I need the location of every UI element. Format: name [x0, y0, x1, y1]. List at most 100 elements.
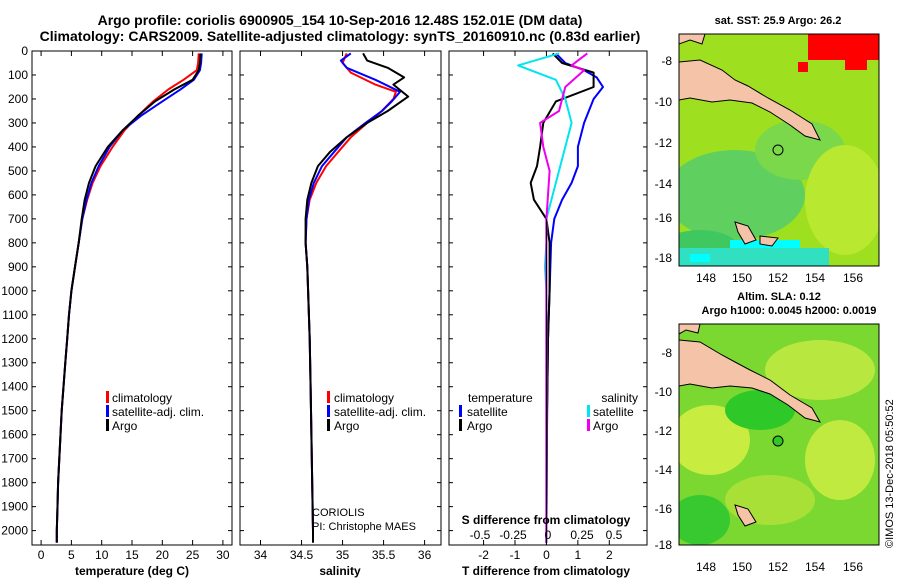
series-argo	[304, 52, 410, 543]
depth-tick-label: 1000	[1, 284, 28, 298]
difference-x-axis: -2 -1 0 1 2	[478, 51, 613, 562]
legend-swatch-climatology	[106, 391, 109, 403]
x-tick-label: -1	[510, 548, 521, 562]
legend-swatch-argo	[327, 419, 330, 431]
lat-tick: -8	[661, 346, 672, 360]
series-climatology	[304, 53, 397, 543]
lat-tick: -16	[655, 211, 673, 225]
legend-swatch-argo	[106, 419, 109, 431]
series-satellite-adj-clim-	[304, 52, 401, 543]
depth-tick-label: 1400	[1, 380, 28, 394]
lat-tick: -12	[655, 136, 673, 150]
legend-swatch-satellite-t	[459, 405, 462, 417]
lat-tick: -10	[655, 95, 673, 109]
legend-swatch-satellite	[327, 405, 330, 417]
lat-tick: -16	[655, 502, 673, 516]
lon-tick: 156	[843, 271, 863, 285]
difference-secondary-ticks: -0.5 -0.25 0 0.25 0.5	[470, 528, 623, 542]
lat-tick: -14	[655, 463, 673, 477]
depth-tick-label: 300	[8, 116, 28, 130]
series-argo	[55, 53, 202, 543]
lat-tick: -12	[655, 424, 673, 438]
x-tick-label: 1	[575, 548, 582, 562]
sla-map-frame	[678, 323, 880, 546]
legend-label: Argo	[112, 419, 138, 433]
pi-label: PI: Christophe MAES	[312, 521, 416, 533]
depth-tick-label: 900	[8, 260, 28, 274]
depth-tick-label: 1900	[1, 500, 28, 514]
lon-tick: 154	[805, 560, 825, 574]
legend-label: satellite	[593, 405, 634, 419]
temperature-legend: climatology satellite-adj. clim. Argo	[106, 391, 204, 433]
x-tick-label: 34	[254, 548, 268, 562]
difference-x-label: T difference from climatology	[462, 564, 630, 578]
figure-subtitle: Climatology: CARS2009. Satellite-adjuste…	[40, 28, 641, 44]
sla-map-title: Altim. SLA: 0.12	[737, 291, 821, 303]
salinity-plot	[304, 52, 410, 543]
lon-tick: 154	[805, 271, 825, 285]
legend-label: Argo	[593, 419, 619, 433]
legend-label: Argo	[334, 419, 360, 433]
lon-tick: 150	[732, 560, 752, 574]
salinity-panel-frame	[239, 50, 442, 546]
lon-tick: 152	[768, 271, 788, 285]
depth-tick-label: 1200	[1, 332, 28, 346]
sst-map-axis: -8 -10 -12 -14 -16 -18 148 150 152 154 1…	[655, 54, 864, 285]
depth-tick-label: 1800	[1, 476, 28, 490]
difference-plot	[517, 52, 604, 545]
lon-tick: 152	[768, 560, 788, 574]
sla-map	[679, 324, 879, 545]
lon-tick: 148	[696, 560, 716, 574]
depth-tick-label: 200	[8, 92, 28, 106]
difference-legend: temperature satellite Argo salinity sate…	[459, 391, 638, 433]
legend-title-salinity: salinity	[601, 391, 638, 405]
depth-tick-label: 1700	[1, 452, 28, 466]
salinity-x-label: salinity	[319, 564, 361, 578]
secondary-tick-label: 0	[545, 528, 552, 542]
temperature-x-label: temperature (deg C)	[75, 564, 189, 578]
legend-label: satellite	[467, 405, 508, 419]
x-tick-label: -2	[478, 548, 489, 562]
series-satellite-adj-clim-	[55, 53, 203, 543]
temperature-x-axis: 0 5 10 15 20 25 30	[38, 51, 230, 562]
x-tick-label: 5	[68, 548, 75, 562]
lon-tick: 148	[696, 271, 716, 285]
salinity-x-axis: 34 34.5 35 35.5 36	[254, 51, 432, 562]
x-tick-label: 2	[606, 548, 613, 562]
x-tick-label: 10	[95, 548, 109, 562]
lat-tick: -18	[655, 251, 673, 265]
legend-swatch-climatology	[327, 391, 330, 403]
x-tick-label: 25	[186, 548, 200, 562]
depth-tick-label: 1300	[1, 356, 28, 370]
sla-map-subtitle: Argo h1000: 0.0045 h2000: 0.0019	[702, 305, 877, 317]
legend-swatch-argo-s	[587, 419, 590, 431]
difference-panel-frame	[448, 50, 648, 546]
x-tick-label: 0	[543, 548, 550, 562]
difference-secondary-x-label: S difference from climatology	[462, 513, 631, 527]
lat-tick: -18	[655, 538, 673, 552]
depth-axis: 0 100 200 300 400 500 600 700 800 900 1000 1100 1200…	[1, 44, 647, 538]
secondary-tick-label: 0.5	[606, 528, 623, 542]
source-label: CORIOLIS	[312, 507, 365, 519]
depth-tick-label: 1600	[1, 428, 28, 442]
x-tick-label: 0	[38, 548, 45, 562]
secondary-tick-label: 0.25	[570, 528, 594, 542]
legend-label: satellite-adj. clim.	[334, 405, 426, 419]
depth-tick-label: 1100	[2, 308, 28, 322]
sst-map-title: sat. SST: 25.9 Argo: 26.2	[715, 15, 842, 27]
series-satellite	[545, 52, 604, 543]
x-tick-label: 35.5	[372, 548, 396, 562]
sst-map-frame	[678, 33, 880, 267]
depth-tick-label: 0	[21, 44, 28, 58]
secondary-tick-label: -0.5	[470, 528, 491, 542]
depth-tick-label: 800	[8, 236, 28, 250]
depth-tick-label: 500	[8, 164, 28, 178]
x-tick-label: 34.5	[290, 548, 314, 562]
depth-tick-label: 400	[8, 140, 28, 154]
temperature-panel-frame	[31, 50, 233, 546]
x-tick-label: 35	[336, 548, 350, 562]
lon-tick: 156	[843, 560, 863, 574]
x-tick-label: 20	[156, 548, 170, 562]
legend-label: climatology	[334, 391, 394, 405]
